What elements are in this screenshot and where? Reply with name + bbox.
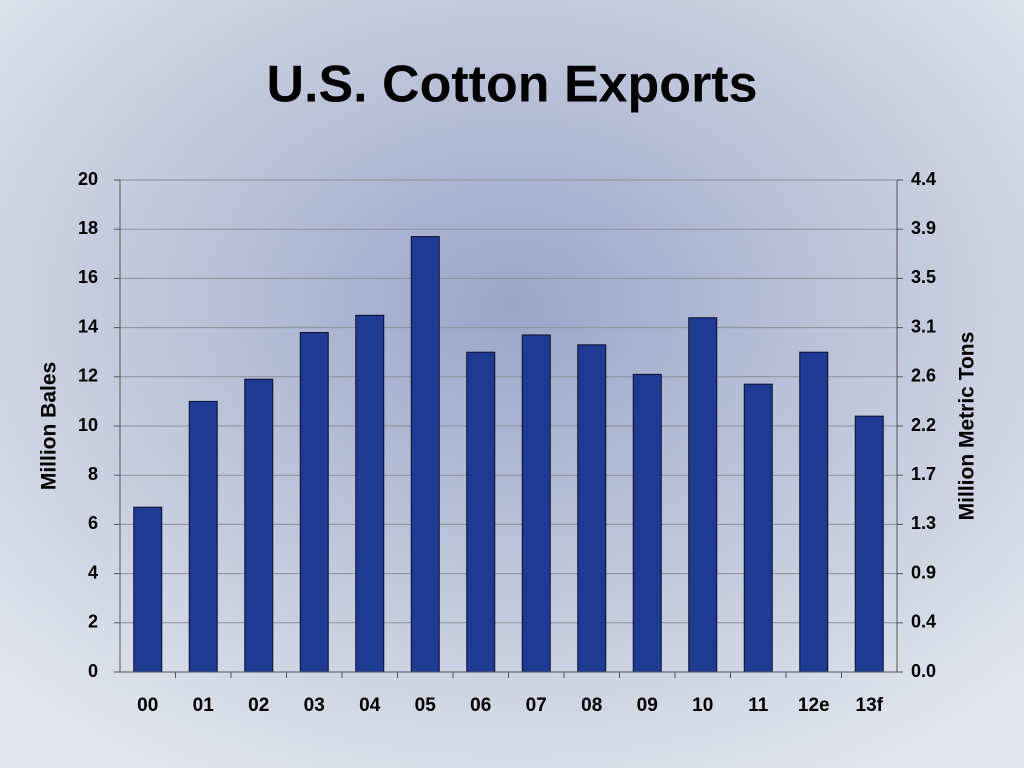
y-tick-label: 6 [88, 513, 98, 533]
y-tick-label: 16 [78, 267, 98, 287]
y2-tick-label: 4.4 [911, 169, 936, 189]
x-tick-label: 01 [193, 695, 215, 716]
y2-tick-label: 3.5 [911, 267, 936, 287]
x-tick-label: 00 [137, 695, 158, 716]
y-tick-label: 0 [88, 661, 98, 681]
x-tick-label: 03 [304, 695, 325, 716]
y2-tick-label: 2.2 [911, 415, 936, 435]
y-tick-label: 14 [78, 316, 98, 336]
bar [133, 506, 163, 673]
y2-tick-label: 2.6 [911, 366, 936, 386]
bar [466, 351, 496, 673]
x-tick-label: 09 [637, 695, 658, 716]
bar [854, 415, 884, 673]
bar [632, 373, 662, 673]
y2-tick-label: 0.9 [911, 562, 936, 582]
bar [577, 344, 607, 673]
x-tick-label: 04 [359, 695, 381, 716]
x-tick-label: 12e [798, 695, 830, 716]
y-tick-label: 10 [78, 415, 98, 435]
bar [521, 334, 551, 673]
y2-tick-label: 0.4 [911, 612, 936, 632]
y-tick-label: 18 [78, 218, 98, 238]
bar [799, 351, 829, 673]
bar [188, 400, 218, 673]
bar [743, 383, 773, 673]
y2-tick-label: 1.7 [911, 464, 936, 484]
x-tick-label: 02 [248, 695, 269, 716]
y-tick-label: 2 [88, 612, 98, 632]
y-tick-label: 8 [88, 464, 98, 484]
x-tick-label: 13f [856, 695, 884, 716]
y-tick-label: 12 [78, 366, 98, 386]
x-tick-label: 07 [526, 695, 547, 716]
bar [299, 332, 329, 673]
bar [410, 236, 440, 673]
y2-tick-label: 0.0 [911, 661, 936, 681]
y2-tick-label: 1.3 [911, 513, 936, 533]
x-tick-label: 11 [748, 695, 769, 716]
bar [355, 314, 385, 673]
y-tick-label: 20 [78, 169, 98, 189]
x-tick-label: 05 [415, 695, 437, 716]
bar [244, 378, 274, 673]
chart-title: U.S. Cotton Exports [266, 56, 757, 114]
y2-axis-title: Million Metric Tons [956, 332, 979, 521]
x-tick-label: 06 [470, 695, 491, 716]
y2-tick-label: 3.1 [911, 316, 936, 336]
x-tick-label: 08 [581, 695, 602, 716]
y-axis-title: Million Bales [38, 362, 61, 490]
x-tick-label: 10 [692, 695, 713, 716]
y2-tick-label: 3.9 [911, 218, 936, 238]
y-tick-label: 4 [88, 562, 98, 582]
bar [688, 317, 718, 673]
